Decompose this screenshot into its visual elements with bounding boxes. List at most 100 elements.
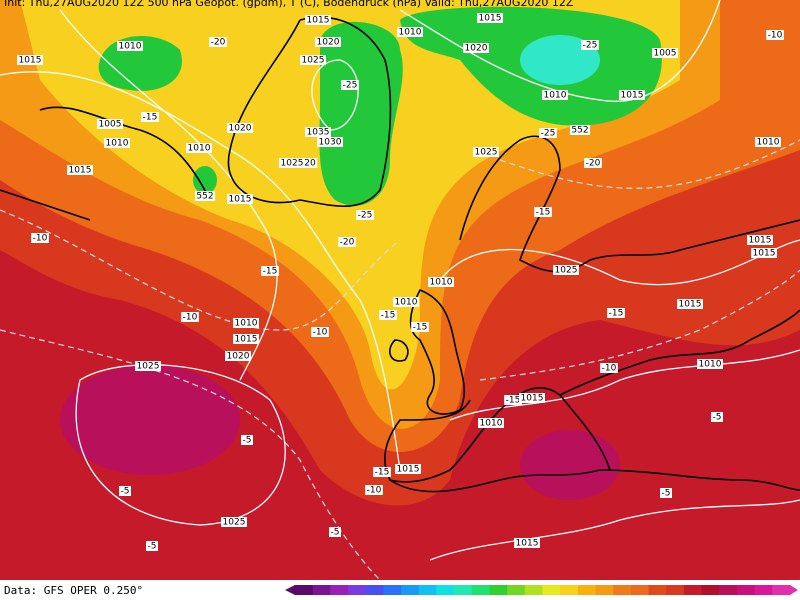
label-box [241, 435, 253, 445]
colorbar-cell [436, 585, 455, 595]
contour-labels: 1015 1010 -20 1015 1020 1025 -25 1010 1015 1020 -2… [17, 13, 784, 552]
contour-label: 552 [571, 126, 588, 136]
label-box [393, 297, 419, 307]
label-box [356, 210, 374, 220]
label-box [141, 112, 159, 122]
contour-label: 552 [196, 192, 213, 202]
label-box [697, 359, 723, 369]
label-box [365, 485, 383, 495]
label-box [711, 412, 723, 422]
label-box [186, 143, 212, 153]
contour-label: -25 [343, 81, 358, 91]
colorbar-cell [577, 585, 597, 595]
label-box [755, 137, 781, 147]
label-box [300, 55, 326, 65]
label-box [411, 322, 429, 332]
label-box [539, 128, 557, 138]
colorbar [285, 585, 798, 595]
colorbar-cell [454, 585, 473, 595]
contour-label: -15 [506, 396, 521, 406]
colorbar-cell [630, 585, 650, 595]
label-box [279, 158, 305, 168]
colorbar-cell [736, 585, 756, 595]
label-box [31, 233, 49, 243]
label-box [17, 55, 43, 65]
colorbar-cell [383, 585, 402, 595]
label-box [652, 48, 678, 58]
label-box [181, 312, 199, 322]
contour-label: 1020 [227, 352, 250, 362]
label-box [428, 277, 454, 287]
contour-label: 1035 [307, 128, 330, 138]
label-box [677, 299, 703, 309]
label-box [569, 125, 591, 135]
contour-label: 1030 [319, 138, 342, 148]
colorbar-cell [719, 585, 738, 595]
colorbar-cell [666, 585, 685, 595]
contour-label: 1015 [753, 249, 776, 259]
label-box [302, 158, 318, 168]
isobars [0, 0, 800, 561]
contour-label: -5 [713, 413, 722, 423]
colorbar-cell [613, 585, 632, 595]
contour-label: -20 [211, 38, 226, 48]
contour-label: 1015 [479, 14, 502, 24]
contour-label: 1015 [521, 394, 544, 404]
colorbar-cell [418, 585, 437, 595]
contour-label: 1015 [229, 195, 252, 205]
colorbar-cell [489, 585, 508, 595]
contour-label: -15 [143, 113, 158, 123]
label-box [397, 27, 423, 37]
contour-label: -5 [148, 542, 157, 552]
contour-label: 1005 [654, 49, 677, 59]
contour-label: 1020 [465, 44, 488, 54]
contour-label: -10 [768, 31, 783, 41]
label-box [305, 127, 331, 137]
contour-label: -15 [609, 309, 624, 319]
label-box [542, 90, 568, 100]
colorbar-arrow [790, 585, 798, 595]
contour-label: -5 [121, 487, 130, 497]
contour-label: -15 [375, 468, 390, 478]
label-box [209, 37, 227, 47]
contour-label: 1010 [395, 298, 418, 308]
label-box [341, 80, 359, 90]
label-box [338, 237, 356, 247]
contour-label: 1015 [621, 91, 644, 101]
label-box [67, 165, 93, 175]
contour-label: -25 [541, 129, 556, 139]
contour-label: 1010 [399, 28, 422, 38]
label-box [553, 265, 579, 275]
contour-label: 20 [304, 159, 316, 169]
contour-label: 1015 [749, 236, 772, 246]
label-box [534, 207, 552, 217]
colorbar-cell [401, 585, 420, 595]
contour-label: 1025 [302, 56, 325, 66]
contour-label: 1015 [235, 335, 258, 345]
contour-label: 1015 [679, 300, 702, 310]
contour-label: -5 [331, 528, 340, 538]
label-box [104, 138, 130, 148]
label-box [305, 15, 331, 25]
label-box [119, 486, 131, 496]
label-box [146, 541, 158, 551]
contour-label: 1025 [137, 362, 160, 372]
header-text: Init: Thu,27AUG2020 12Z 500 hPa Geopot. … [4, 0, 574, 9]
contour-label: 1015 [69, 166, 92, 176]
label-box [619, 90, 645, 100]
label-box [607, 308, 625, 318]
contour-label: -10 [313, 328, 328, 338]
label-box [477, 13, 503, 23]
label-box [519, 393, 545, 403]
label-box [135, 361, 161, 371]
contour-label: 1025 [555, 266, 578, 276]
contour-label: 1010 [188, 144, 211, 154]
label-box [514, 538, 540, 548]
contour-label: -15 [413, 323, 428, 333]
contour-label: 1015 [397, 465, 420, 475]
label-box [395, 464, 421, 474]
contour-label: -10 [367, 486, 382, 496]
colorbar-cell [365, 585, 384, 595]
contour-label: -25 [358, 211, 373, 221]
